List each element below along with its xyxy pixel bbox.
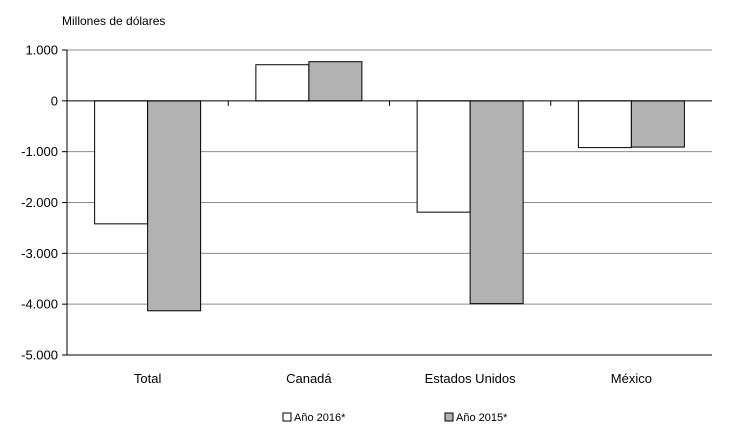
y-tick-label: 1.000: [25, 43, 58, 58]
y-tick-label: -1.000: [21, 144, 58, 159]
bars: [94, 61, 685, 312]
bar-2015-3: [469, 100, 524, 305]
bar-2016-2: [255, 64, 310, 102]
y-tick-label: -4.000: [21, 297, 58, 312]
y-tick-label: -3.000: [21, 246, 58, 261]
y-tick-label: 0: [51, 93, 58, 108]
legend: Año 2016* Año 2015*: [282, 412, 508, 424]
x-tick-labels: Total Canadá Estados Unidos México: [134, 371, 652, 386]
bar-2015-1: [147, 100, 202, 312]
bar-2016-3: [416, 100, 471, 213]
axes: [62, 49, 712, 356]
legend-swatch-2015: [444, 412, 454, 422]
x-tick-label: Canadá: [286, 371, 332, 386]
legend-label-2015: Año 2015*: [456, 412, 508, 424]
legend-label-2016: Año 2016*: [294, 412, 346, 424]
bar-2015-4: [630, 100, 685, 148]
bar-2015-2: [308, 61, 363, 102]
x-tick-label: Estados Unidos: [425, 371, 517, 386]
bar-2016-1: [94, 100, 149, 225]
y-tick-label: -2.000: [21, 195, 58, 210]
x-tick-label: Total: [134, 371, 162, 386]
bar-2016-4: [577, 100, 632, 149]
y-tick-label: -5.000: [21, 348, 58, 363]
y-unit-label: Millones de dólares: [62, 14, 165, 28]
x-tick-label: México: [611, 371, 652, 386]
legend-swatch-2016: [282, 412, 292, 422]
y-tick-labels: 1.000 0 -1.000 -2.000 -3.000 -4.000 -5.000: [21, 43, 58, 363]
